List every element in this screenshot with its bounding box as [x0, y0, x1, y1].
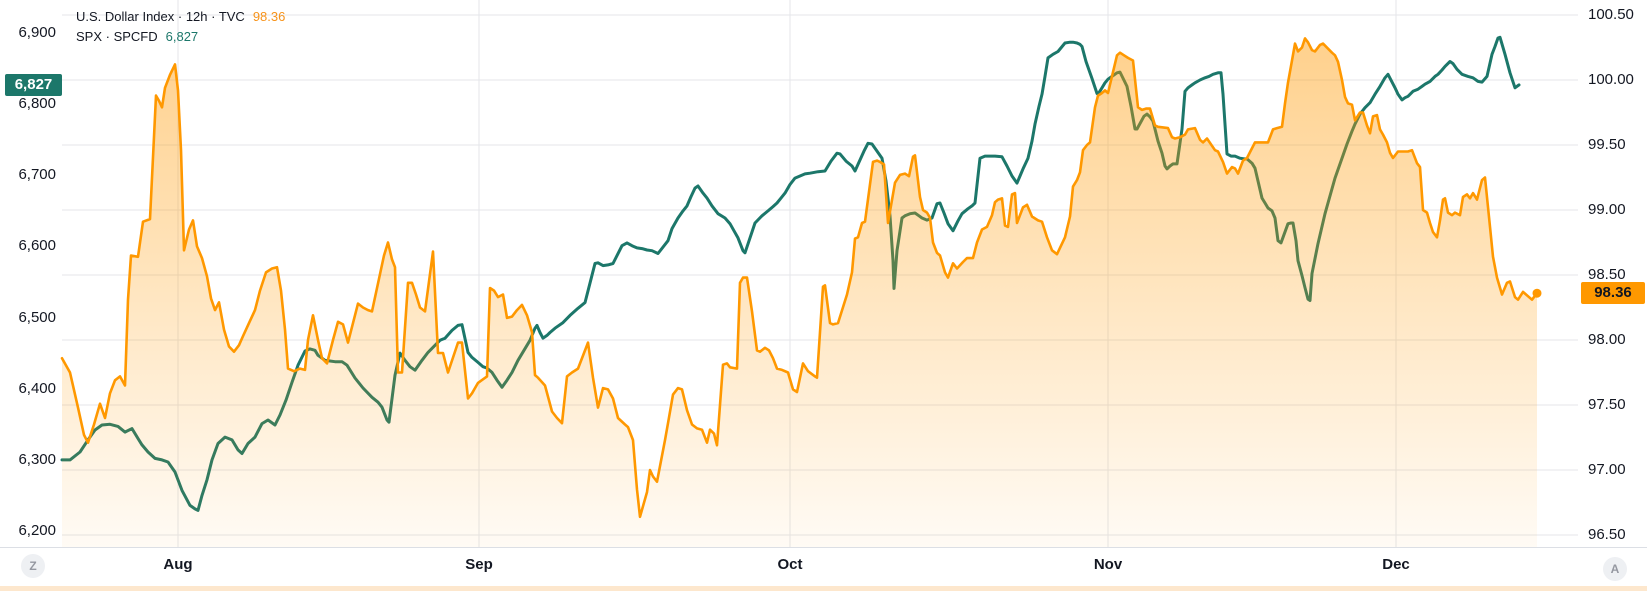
right-axis-tick-label: 97.00: [1588, 461, 1626, 478]
pane-separator: [0, 586, 1647, 591]
right-axis-tick-label: 99.00: [1588, 201, 1626, 218]
legend-value-spx: 6,827: [165, 29, 199, 44]
dxy-line: [60, 37, 1539, 519]
legend-title-dxy: U.S. Dollar Index · 12h · TVC: [76, 9, 245, 24]
time-axis-border: [0, 547, 1647, 548]
left-axis-tick-label: 6,400: [18, 380, 56, 397]
left-axis-tick-label: 6,900: [18, 24, 56, 41]
right-price-axis[interactable]: 100.50 100.00 99.50 99.00 98.50 98.00 97.50 97.…: [1582, 0, 1647, 547]
legend-row-dxy[interactable]: U.S. Dollar Index · 12h · TVC 98.36: [76, 7, 285, 27]
legend: U.S. Dollar Index · 12h · TVC 98.36 SPX ·…: [76, 7, 285, 47]
legend-title-spx: SPX · SPCFD: [76, 29, 158, 44]
dxy-last-point-dot: [1532, 288, 1542, 298]
time-axis[interactable]: Aug Sep Oct Nov Dec: [0, 548, 1647, 591]
right-axis-tick-label: 99.50: [1588, 136, 1626, 153]
right-axis-tick-label: 97.50: [1588, 396, 1626, 413]
left-axis-tick-label: 6,700: [18, 166, 56, 183]
left-axis-tick-label: 6,200: [18, 522, 56, 539]
auto-scale-button[interactable]: A: [1603, 557, 1627, 581]
spx-price-badge: 6,827: [5, 74, 62, 96]
left-price-axis[interactable]: 6,900 6,800 6,700 6,600 6,500 6,400 6,300 6,200: [0, 0, 58, 547]
left-axis-tick-label: 6,800: [18, 95, 56, 112]
legend-row-spx[interactable]: SPX · SPCFD 6,827: [76, 27, 285, 47]
legend-value-dxy: 98.36: [252, 9, 286, 24]
dxy-price-badge: 98.36: [1581, 282, 1645, 304]
time-axis-tick-label: Dec: [1382, 556, 1410, 573]
right-axis-tick-label: 98.00: [1588, 331, 1626, 348]
right-axis-tick-label: 96.50: [1588, 526, 1626, 543]
dxy-area: [62, 38, 1537, 548]
time-axis-tick-label: Aug: [163, 556, 193, 573]
right-axis-tick-label: 100.50: [1588, 6, 1634, 23]
left-axis-tick-label: 6,500: [18, 309, 56, 326]
time-axis-tick-label: Nov: [1093, 556, 1123, 573]
time-axis-tick-label: Sep: [465, 556, 493, 573]
timezone-button[interactable]: Z: [21, 554, 45, 578]
time-axis-tick-label: Oct: [777, 556, 803, 573]
left-axis-tick-label: 6,300: [18, 451, 56, 468]
left-axis-tick-label: 6,600: [18, 237, 56, 254]
right-axis-tick-label: 98.50: [1588, 266, 1626, 283]
right-axis-tick-label: 100.00: [1588, 71, 1634, 88]
